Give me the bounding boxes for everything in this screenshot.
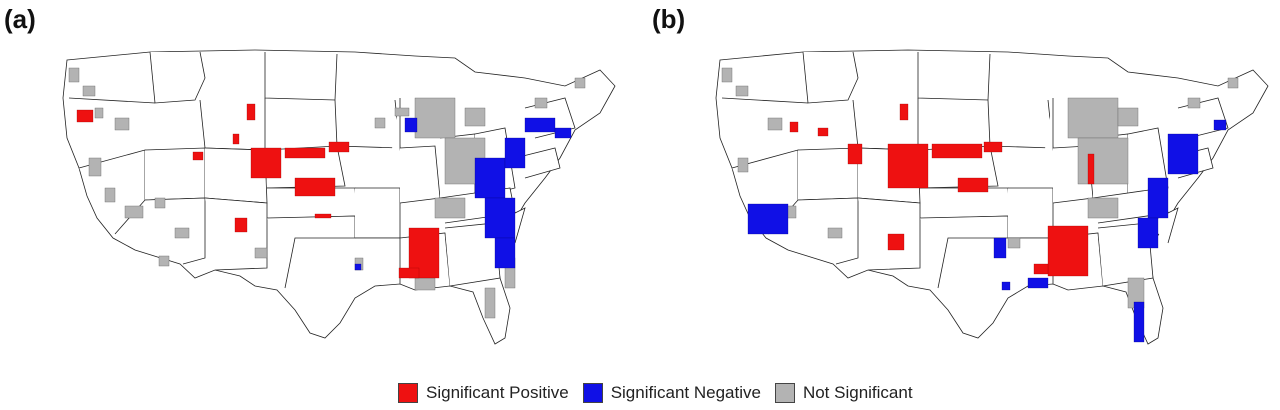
state-borders [62,49,616,345]
us-county-map-a [62,49,616,345]
legend: Significant Positive Significant Negativ… [398,383,927,403]
panel-label-b: (b) [652,4,686,34]
legend-swatch-negative [582,383,603,403]
legend-swatch-positive [398,383,418,403]
legend-item-negative: Significant Negative [582,383,761,403]
negative-counties [354,117,572,271]
positive-counties [76,103,440,279]
us-county-map-b [715,49,1269,345]
legend-item-not-significant: Not Significant [774,383,913,403]
positive-counties [789,103,1095,277]
legend-item-positive: Significant Positive [398,383,569,403]
legend-label-not-significant: Not Significant [802,383,913,402]
state-borders [715,49,1269,345]
legend-swatch-not-significant [774,383,795,403]
panel-label-a: (a) [4,4,36,34]
legend-label-negative: Significant Negative [610,383,761,402]
not-significant-counties [68,67,586,319]
negative-counties [747,119,1227,343]
legend-label-positive: Significant Positive [426,383,569,402]
